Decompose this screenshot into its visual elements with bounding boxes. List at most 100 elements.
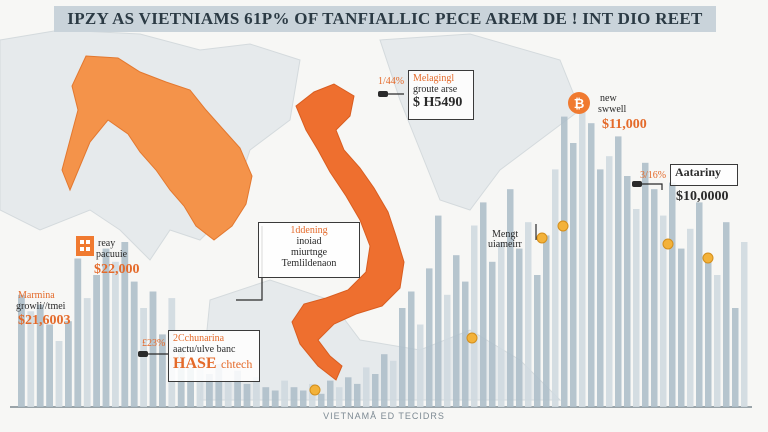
bar <box>271 390 279 407</box>
bar <box>18 294 25 407</box>
bar <box>678 248 685 407</box>
bar <box>606 156 613 407</box>
bar <box>570 143 577 407</box>
bar <box>381 354 388 407</box>
bar <box>597 169 604 407</box>
bar <box>253 377 260 407</box>
bar <box>444 294 451 407</box>
bar <box>489 261 496 407</box>
bar <box>187 367 194 407</box>
coin-icon <box>662 238 674 250</box>
bar <box>140 308 147 407</box>
bar <box>633 209 640 407</box>
bar <box>624 176 631 407</box>
bar <box>462 281 469 407</box>
bar <box>561 116 568 407</box>
bar <box>93 275 100 407</box>
bar <box>741 242 748 407</box>
bar <box>687 228 694 407</box>
bar <box>435 215 442 407</box>
left-callout-box: 2Cchunarina aactu/ulve banc HASE chtech <box>168 330 260 382</box>
bar <box>723 222 730 407</box>
bar <box>121 242 129 407</box>
left-mid-value: $22,000 <box>94 262 140 277</box>
right-low-label2: uiameirr <box>488 239 522 250</box>
coin-icon <box>466 332 478 344</box>
bar <box>262 387 270 407</box>
left-mid-label2: pacuuie <box>96 249 128 260</box>
bar <box>660 215 667 407</box>
bar <box>390 360 397 407</box>
bar <box>327 380 334 407</box>
bar <box>196 357 204 407</box>
bar <box>46 324 53 407</box>
bar <box>159 334 166 407</box>
bar <box>363 367 370 407</box>
bar <box>588 123 595 407</box>
bar <box>318 393 325 407</box>
bar <box>534 275 541 407</box>
vietnam-highlight <box>291 83 405 381</box>
bar <box>336 387 343 407</box>
bar <box>372 374 379 407</box>
right-top-label1: new <box>600 93 617 104</box>
map-center-line3: miurtnge <box>290 247 328 258</box>
bar <box>399 308 406 407</box>
coin-icon <box>309 384 321 396</box>
bar <box>714 275 721 407</box>
bar <box>642 162 649 407</box>
bar <box>354 383 361 407</box>
building-icon <box>76 236 94 256</box>
bar <box>408 291 415 407</box>
coin-markers <box>309 220 714 396</box>
bar <box>149 291 157 407</box>
bar <box>290 387 298 407</box>
bar <box>27 311 35 407</box>
map-top-label2: groute arse <box>413 84 458 95</box>
bar <box>498 242 505 407</box>
map-center-line1: 1ddening <box>290 225 328 236</box>
bar <box>102 248 110 407</box>
bar <box>281 380 288 407</box>
bar <box>74 258 82 407</box>
bar <box>300 390 307 407</box>
bar <box>480 202 487 407</box>
bitcoin-icon: ₿ <box>568 92 590 114</box>
left-box-hase: HASE <box>173 355 217 372</box>
bar <box>345 377 352 407</box>
footer-caption: VIETNAMÅ ED TECIDRS <box>323 411 445 421</box>
callout-marker <box>632 181 642 187</box>
bar <box>471 225 478 407</box>
bar <box>696 202 703 407</box>
bar <box>206 374 213 407</box>
coin-icon <box>536 232 548 244</box>
bar <box>543 235 550 407</box>
bar <box>507 189 514 407</box>
right-low-label1: Mengt <box>492 229 519 240</box>
left-box-label1: 2Cchunarina <box>173 333 225 344</box>
bar <box>453 255 460 407</box>
bar <box>55 341 63 407</box>
bar <box>525 222 532 407</box>
map-top-callout: Melagingl groute arse $ H5490 <box>408 70 474 120</box>
bar <box>65 321 72 407</box>
bar <box>516 248 523 407</box>
bar <box>215 364 223 407</box>
bar <box>130 281 138 407</box>
right-mid-percent: 3/16% <box>640 170 667 181</box>
bar <box>669 182 676 407</box>
coin-icon <box>702 252 714 264</box>
bar <box>732 308 739 407</box>
map-center-callout: 1ddening inoiad miurtnge Temlildenaon <box>258 222 360 278</box>
bar <box>579 110 586 407</box>
callout-markers <box>138 91 642 357</box>
page-title: IPZY AS VIETNIAMS 61P% OF TANFIALLIC PEC… <box>54 6 716 32</box>
left-top-label2: growli//tmei <box>16 301 66 312</box>
right-top-value: $11,000 <box>602 117 647 132</box>
callout-marker <box>378 91 388 97</box>
coin-icon <box>557 220 569 232</box>
right-mid-callout: Aatariny <box>670 164 738 186</box>
bar <box>651 189 658 407</box>
right-mid-value: $10,0000 <box>676 189 729 204</box>
